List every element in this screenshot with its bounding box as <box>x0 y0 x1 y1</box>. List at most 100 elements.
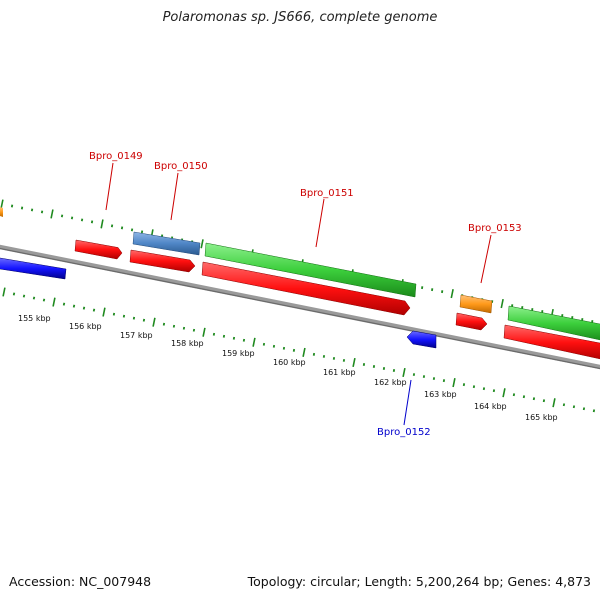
lower-tick <box>142 318 146 322</box>
gene-feature-green-right[interactable] <box>507 305 600 341</box>
upper-tick <box>500 298 504 309</box>
gene-feature-red-4[interactable] <box>455 312 488 331</box>
lower-tick <box>272 344 276 348</box>
upper-tick <box>421 286 424 290</box>
lower-tick <box>262 342 266 346</box>
lower-tick <box>2 287 6 297</box>
scale-label-155: 155 kbp <box>18 314 51 323</box>
genome-backbone <box>0 244 600 370</box>
lower-tick <box>152 317 156 327</box>
lower-tick <box>362 363 366 366</box>
lower-tick <box>172 324 176 328</box>
lower-tick <box>12 292 16 296</box>
leader-bpro-0149 <box>105 162 114 211</box>
lower-tick <box>432 377 436 380</box>
leader-bpro-0151 <box>315 198 325 248</box>
gene-feature-bpro-0151[interactable] <box>204 242 417 298</box>
lower-tick <box>482 387 486 391</box>
gene-feature-bpro-0153[interactable] <box>459 294 493 314</box>
lower-tick <box>412 373 416 376</box>
lower-tick <box>212 332 216 336</box>
gene-feature-bpro-0149[interactable] <box>74 239 123 260</box>
upper-tick <box>100 219 104 229</box>
gene-label-bpro-0152[interactable]: Bpro_0152 <box>377 427 431 438</box>
upper-tick <box>140 230 144 234</box>
gene-feature-blue-left[interactable] <box>0 257 67 280</box>
upper-tick <box>110 224 114 228</box>
lower-tick <box>292 348 296 352</box>
lower-tick <box>92 308 96 312</box>
genome-summary: Topology: circular; Length: 5,200,264 bp… <box>247 574 591 589</box>
upper-tick <box>431 288 434 292</box>
gene-feature-red-right[interactable] <box>503 324 600 360</box>
lower-tick <box>382 367 386 370</box>
upper-tick <box>441 290 444 294</box>
upper-tick <box>450 289 454 299</box>
upper-tick <box>30 208 34 212</box>
lower-tick <box>72 304 76 308</box>
upper-tick <box>90 220 94 224</box>
leader-bpro-0150 <box>170 172 179 221</box>
gene-label-bpro-0151[interactable]: Bpro_0151 <box>300 188 354 199</box>
scale-label-165: 165 kbp <box>525 413 558 422</box>
lower-tick <box>22 294 26 298</box>
accession-label: Accession: NC_007948 <box>9 574 152 589</box>
lower-tick <box>562 403 566 407</box>
lower-tick <box>232 336 236 340</box>
lower-tick <box>192 328 196 332</box>
lower-tick <box>342 359 346 362</box>
lower-tick <box>222 334 226 338</box>
lower-tick <box>512 393 516 397</box>
gene-label-bpro-0153[interactable]: Bpro_0153 <box>468 223 522 234</box>
gene-label-bpro-0149[interactable]: Bpro_0149 <box>89 151 143 162</box>
lower-tick <box>32 296 36 300</box>
lower-tick <box>82 306 86 310</box>
lower-tick <box>392 369 396 372</box>
lower-tick <box>282 346 286 350</box>
gene-feature-red-3[interactable] <box>201 261 411 316</box>
upper-tick <box>60 214 64 218</box>
lower-tick <box>592 409 596 413</box>
scale-label-158: 158 kbp <box>171 339 204 348</box>
gene-feature-orange-left[interactable] <box>0 207 3 217</box>
leader-bpro-0153 <box>480 234 492 284</box>
page-title: Polaromonas sp. JS666, complete genome <box>162 10 438 25</box>
lower-tick <box>582 407 586 411</box>
lower-tick <box>442 379 446 383</box>
lower-tick <box>352 357 356 368</box>
lower-tick <box>452 378 456 388</box>
scale-label-164: 164 kbp <box>474 402 507 411</box>
lower-tick <box>102 307 106 317</box>
lower-tick <box>112 312 116 316</box>
lower-tick <box>542 399 546 403</box>
lower-tick <box>492 389 496 393</box>
scale-label-157: 157 kbp <box>120 331 153 340</box>
scale-label-163: 163 kbp <box>424 390 457 399</box>
upper-tick <box>200 239 204 249</box>
scale-label-160: 160 kbp <box>273 358 306 367</box>
upper-tick <box>70 216 74 220</box>
gene-feature-red-2[interactable] <box>129 249 196 273</box>
lower-tick <box>52 297 56 307</box>
lower-tick <box>572 405 576 409</box>
lower-tick <box>502 388 506 398</box>
lower-tick <box>322 355 326 358</box>
lower-tick <box>242 338 246 342</box>
scale-label-162: 162 kbp <box>374 378 407 387</box>
lower-tick <box>422 375 426 378</box>
lower-tick <box>132 316 136 320</box>
lower-tick <box>62 302 66 306</box>
lower-tick <box>252 337 256 347</box>
lower-tick <box>42 298 46 302</box>
gene-label-bpro-0150[interactable]: Bpro_0150 <box>154 161 208 172</box>
gene-feature-bpro-0152[interactable] <box>406 330 437 349</box>
upper-tick <box>20 206 24 210</box>
lower-tick <box>302 347 306 357</box>
lower-tick <box>312 352 316 356</box>
lower-tick <box>402 367 406 378</box>
scale-label-159: 159 kbp <box>222 349 255 358</box>
gene-feature-bpro-0150[interactable] <box>132 231 201 256</box>
leader-bpro-0152 <box>403 379 412 426</box>
lower-tick <box>532 397 536 401</box>
